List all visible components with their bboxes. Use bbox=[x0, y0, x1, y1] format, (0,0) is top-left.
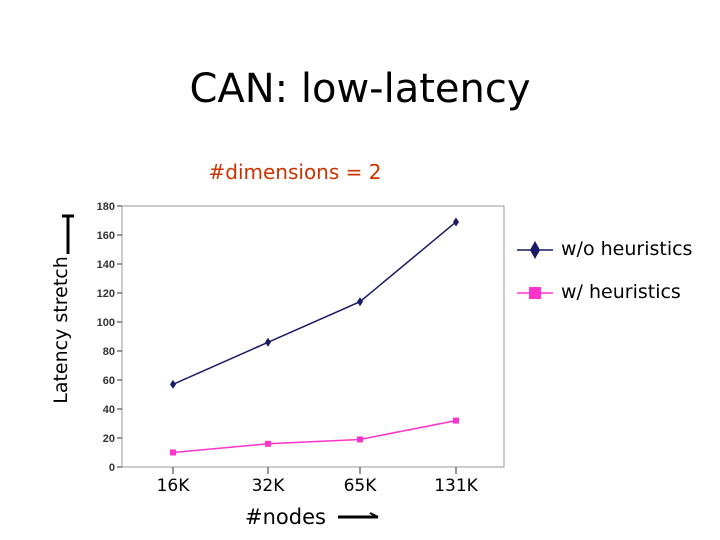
y-axis: 0 20 40 60 80 100 120 140 160 180 bbox=[97, 201, 122, 474]
y-axis-label: Latency stretch bbox=[50, 256, 72, 404]
y-tick-label: 160 bbox=[97, 230, 115, 242]
x-axis-label: #nodes bbox=[245, 505, 326, 529]
data-point-diamond bbox=[265, 337, 271, 347]
y-tick-label: 120 bbox=[97, 288, 115, 300]
x-axis-arrow-icon bbox=[338, 512, 379, 519]
legend-diamond-icon bbox=[517, 241, 553, 259]
data-point-square bbox=[265, 440, 271, 447]
legend-square-icon bbox=[517, 287, 553, 299]
y-tick-label: 40 bbox=[103, 404, 115, 416]
x-tick-label: 16K bbox=[157, 476, 191, 496]
legend-label-with-heuristics: w/ heuristics bbox=[561, 281, 681, 303]
y-tick-label: 60 bbox=[103, 375, 115, 387]
series-line-1 bbox=[172, 419, 457, 454]
chart-subtitle: #dimensions = 2 bbox=[208, 160, 382, 184]
series-line-0 bbox=[172, 221, 457, 386]
x-tick-label: 131K bbox=[434, 476, 478, 496]
y-tick-label: 0 bbox=[109, 462, 115, 474]
slide-title: CAN: low-latency bbox=[189, 66, 531, 112]
data-point-square bbox=[453, 417, 459, 424]
data-point-square bbox=[170, 449, 176, 456]
plot-area bbox=[121, 205, 505, 468]
legend-label-without-heuristics: w/o heuristics bbox=[561, 238, 693, 260]
data-point-square bbox=[357, 436, 363, 443]
y-tick-label: 140 bbox=[97, 259, 115, 271]
data-point-diamond bbox=[453, 217, 459, 227]
y-tick-label: 180 bbox=[97, 201, 115, 213]
x-tick-label: 65K bbox=[344, 476, 378, 496]
y-tick-label: 80 bbox=[103, 346, 115, 358]
x-tick-label: 32K bbox=[252, 476, 286, 496]
x-axis: 16K 32K 65K 131K bbox=[157, 467, 479, 496]
data-point-diamond bbox=[357, 297, 363, 307]
y-tick-label: 100 bbox=[97, 317, 115, 329]
y-axis-arrow-icon bbox=[62, 214, 74, 254]
series-layer bbox=[170, 217, 459, 456]
data-point-diamond bbox=[170, 379, 176, 389]
y-tick-label: 20 bbox=[103, 433, 115, 445]
